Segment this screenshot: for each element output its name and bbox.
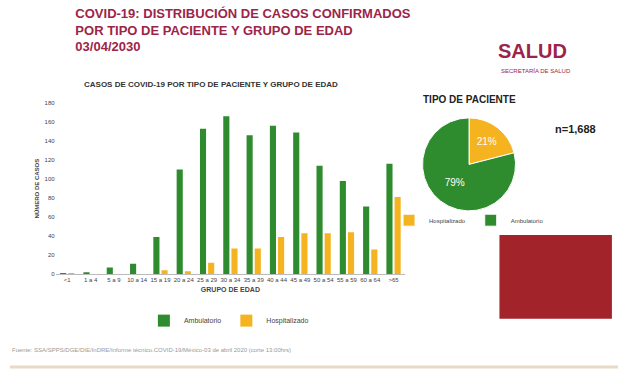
svg-text:20: 20	[48, 252, 55, 258]
svg-text:21%: 21%	[477, 136, 497, 147]
svg-text:<1: <1	[64, 277, 72, 283]
svg-text:15 a 19: 15 a 19	[150, 277, 171, 283]
svg-text:20 a 24: 20 a 24	[174, 277, 195, 283]
svg-text:120: 120	[45, 157, 56, 163]
svg-text:Hospitalizado: Hospitalizado	[429, 218, 466, 224]
svg-text:60: 60	[48, 214, 55, 220]
svg-text:TIPO DE PACIENTE: TIPO DE PACIENTE	[423, 94, 516, 105]
svg-text:0: 0	[51, 271, 55, 277]
svg-text:n=1,688: n=1,688	[555, 123, 596, 135]
svg-text:NÚMERO DE CASOS: NÚMERO DE CASOS	[34, 159, 40, 219]
svg-text:GRUPO DE EDAD: GRUPO DE EDAD	[201, 286, 260, 293]
svg-text:40: 40	[48, 233, 55, 239]
svg-text:35 a 39: 35 a 39	[244, 277, 265, 283]
svg-text:140: 140	[45, 138, 56, 144]
svg-text:80: 80	[48, 195, 55, 201]
svg-text:79%: 79%	[445, 177, 465, 188]
svg-text:10 a 14: 10 a 14	[127, 277, 148, 283]
svg-text:40 a 44: 40 a 44	[267, 277, 288, 283]
svg-text:30 a 34: 30 a 34	[220, 277, 241, 283]
svg-text:100: 100	[45, 176, 56, 182]
svg-text:55 a 59: 55 a 59	[337, 277, 358, 283]
svg-text:25 a 29: 25 a 29	[197, 277, 218, 283]
svg-text:>65: >65	[388, 277, 399, 283]
svg-text:Ambulatorio: Ambulatorio	[184, 317, 221, 324]
svg-text:180: 180	[45, 100, 56, 106]
svg-text:160: 160	[45, 119, 56, 125]
svg-text:60 a 64: 60 a 64	[360, 277, 381, 283]
svg-text:CASOS DE COVID-19 POR TIPO DE: CASOS DE COVID-19 POR TIPO DE PACIENTE Y…	[84, 80, 338, 89]
svg-text:1 a 4: 1 a 4	[84, 277, 98, 283]
svg-text:SALUD: SALUD	[498, 40, 567, 62]
svg-text:SECRETARÍA DE SALUD: SECRETARÍA DE SALUD	[501, 68, 571, 74]
svg-text:45 a 49: 45 a 49	[290, 277, 311, 283]
svg-text:Fuente: SSA/SPPS/DGE/DIE/InDRE: Fuente: SSA/SPPS/DGE/DIE/InDRE/Informe t…	[12, 347, 291, 353]
svg-text:Hospitalizado: Hospitalizado	[266, 317, 308, 325]
svg-text:Ambulatorio: Ambulatorio	[511, 218, 544, 224]
svg-text:5 a 9: 5 a 9	[107, 277, 121, 283]
svg-text:50 a 54: 50 a 54	[314, 277, 335, 283]
svg-text:COVID-19: DISTRIBUCIÓN DE CASO: COVID-19: DISTRIBUCIÓN DE CASOS CONFIRMA…	[75, 6, 410, 55]
